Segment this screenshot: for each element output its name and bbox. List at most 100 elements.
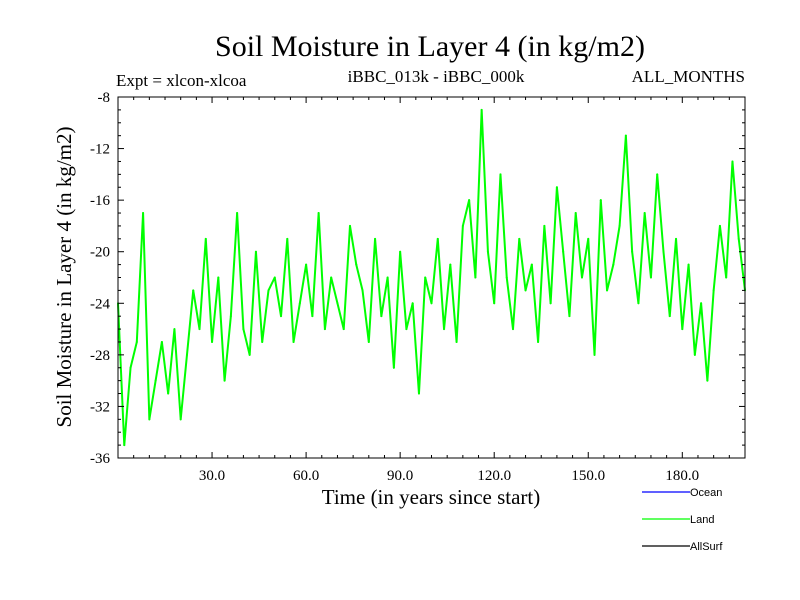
data-point-land xyxy=(261,340,264,343)
y-tick-label: -8 xyxy=(98,90,111,106)
x-tick-label: 60.0 xyxy=(293,468,319,484)
x-tick-label: 180.0 xyxy=(665,468,699,484)
data-point-land xyxy=(198,328,201,331)
x-tick-label: 90.0 xyxy=(387,468,413,484)
data-point-land xyxy=(154,379,157,382)
data-point-land xyxy=(530,263,533,266)
data-point-land xyxy=(298,302,301,305)
data-point-land xyxy=(687,263,690,266)
data-point-land xyxy=(731,160,734,163)
legend-label-ocean: Ocean xyxy=(690,487,722,499)
data-point-land xyxy=(267,289,270,292)
data-point-land xyxy=(649,276,652,279)
data-point-land xyxy=(524,289,527,292)
plot-series xyxy=(117,108,746,447)
data-point-land xyxy=(599,199,602,202)
data-point-land xyxy=(392,366,395,369)
data-point-land xyxy=(223,379,226,382)
data-point-land xyxy=(656,173,659,176)
data-point-land xyxy=(499,173,502,176)
data-point-land xyxy=(474,276,477,279)
y-axis-label: Soil Moisture in Layer 4 (in kg/m2) xyxy=(52,127,76,428)
data-point-land xyxy=(505,276,508,279)
data-point-land xyxy=(468,199,471,202)
data-point-land xyxy=(217,276,220,279)
data-point-land xyxy=(185,353,188,356)
data-point-land xyxy=(336,302,339,305)
data-point-land xyxy=(355,263,358,266)
data-point-land xyxy=(662,250,665,253)
data-point-land xyxy=(593,353,596,356)
data-point-land xyxy=(580,276,583,279)
data-point-land xyxy=(273,276,276,279)
data-point-land xyxy=(681,328,684,331)
data-point-land xyxy=(637,302,640,305)
subtitle-right: ALL_MONTHS xyxy=(632,67,745,86)
data-point-land xyxy=(725,276,728,279)
data-point-land xyxy=(405,328,408,331)
data-point-land xyxy=(292,340,295,343)
data-point-land xyxy=(286,237,289,240)
data-point-land xyxy=(399,250,402,253)
data-point-land xyxy=(700,302,703,305)
subtitle-center: iBBC_013k - iBBC_000k xyxy=(348,67,525,86)
data-point-land xyxy=(330,276,333,279)
data-point-land xyxy=(280,315,283,318)
data-point-land xyxy=(486,250,489,253)
data-point-land xyxy=(417,392,420,395)
data-point-land xyxy=(311,315,314,318)
data-point-land xyxy=(148,418,151,421)
data-point-land xyxy=(380,315,383,318)
data-point-land xyxy=(493,302,496,305)
data-point-land xyxy=(160,340,163,343)
y-tick-label: -24 xyxy=(90,296,110,312)
x-axis-label: Time (in years since start) xyxy=(322,485,541,509)
y-tick-label: -32 xyxy=(90,399,110,415)
data-point-land xyxy=(706,379,709,382)
data-point-land xyxy=(461,224,464,227)
data-point-land xyxy=(549,302,552,305)
data-point-land xyxy=(574,212,577,215)
data-point-land xyxy=(229,315,232,318)
data-point-land xyxy=(167,392,170,395)
data-point-land xyxy=(367,340,370,343)
data-point-land xyxy=(712,289,715,292)
data-point-land xyxy=(123,444,126,447)
data-point-land xyxy=(305,263,308,266)
data-point-land xyxy=(612,263,615,266)
data-point-land xyxy=(562,250,565,253)
data-point-land xyxy=(204,237,207,240)
subtitle-left: Expt = xlcon-xlcoa xyxy=(116,71,247,90)
data-point-land xyxy=(480,108,483,111)
data-point-land xyxy=(254,250,257,253)
data-point-land xyxy=(555,186,558,189)
y-tick-label: -12 xyxy=(90,142,110,158)
data-point-land xyxy=(179,418,182,421)
data-point-land xyxy=(718,224,721,227)
y-tick-label: -16 xyxy=(90,193,110,209)
y-tick-label: -20 xyxy=(90,245,110,261)
data-point-land xyxy=(135,340,138,343)
data-point-land xyxy=(443,328,446,331)
data-point-land xyxy=(537,340,540,343)
data-point-land xyxy=(411,302,414,305)
data-point-land xyxy=(543,224,546,227)
data-point-land xyxy=(348,224,351,227)
data-point-land xyxy=(242,328,245,331)
data-point-land xyxy=(693,353,696,356)
data-point-land xyxy=(424,276,427,279)
data-point-land xyxy=(675,237,678,240)
data-point-land xyxy=(624,134,627,137)
data-point-land xyxy=(129,366,132,369)
data-point-land xyxy=(342,328,345,331)
data-point-land xyxy=(173,328,176,331)
data-point-land xyxy=(374,237,377,240)
data-point-land xyxy=(430,302,433,305)
data-point-land xyxy=(236,212,239,215)
data-point-land xyxy=(192,289,195,292)
data-point-land xyxy=(449,263,452,266)
data-point-land xyxy=(643,212,646,215)
data-point-land xyxy=(142,212,145,215)
data-point-land xyxy=(361,289,364,292)
data-point-land xyxy=(587,237,590,240)
